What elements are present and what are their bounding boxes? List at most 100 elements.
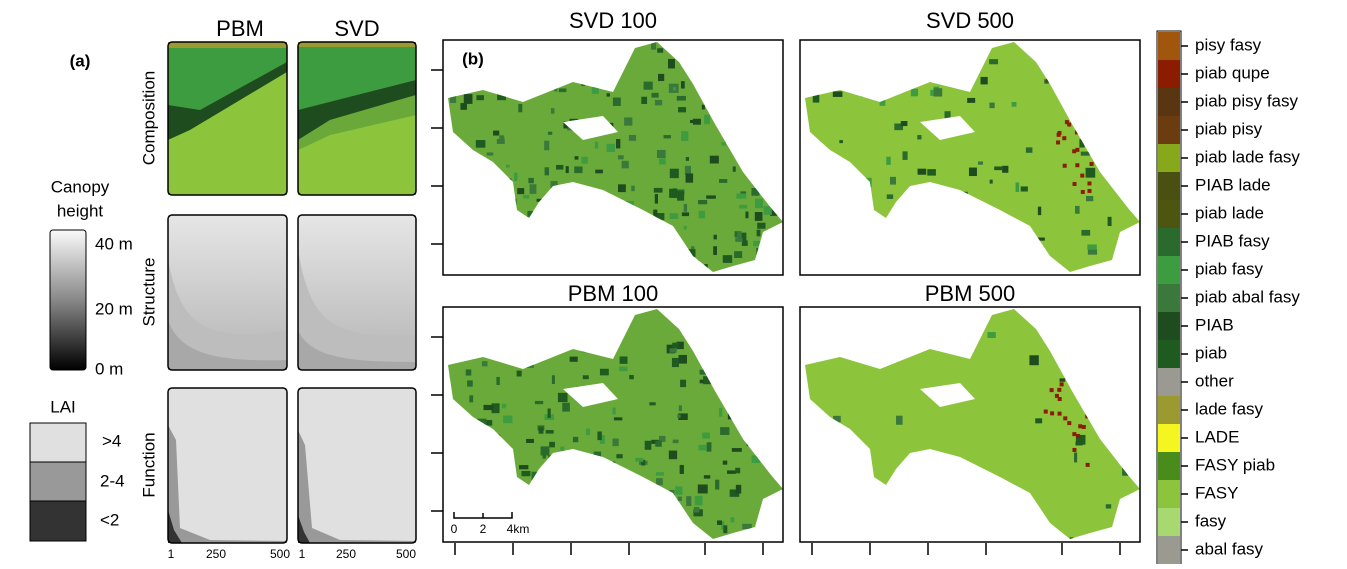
map-patch	[837, 431, 844, 438]
map-patch	[982, 248, 987, 254]
map-patch	[676, 95, 686, 101]
map-patch	[476, 95, 484, 101]
map-patch	[1038, 269, 1048, 272]
map-patch	[449, 438, 458, 444]
map-patch	[754, 309, 765, 314]
map-patch	[765, 264, 769, 268]
map-patch	[621, 160, 629, 169]
map-patch	[967, 97, 976, 103]
map-patch	[697, 60, 703, 67]
map-patch	[676, 341, 684, 350]
map-patch	[731, 448, 742, 452]
map-patch	[581, 156, 588, 164]
map-patch	[1069, 537, 1074, 539]
map-patch	[493, 130, 500, 136]
map-patch	[1081, 229, 1091, 236]
map-patch	[933, 235, 938, 242]
map-patch	[677, 414, 681, 418]
map-patch	[763, 206, 772, 215]
structure-panels	[167, 214, 417, 371]
map-patch	[599, 435, 605, 444]
map-patch	[1074, 452, 1078, 463]
map-patch	[591, 86, 599, 94]
composition-pbm	[167, 41, 288, 196]
map-patch	[894, 123, 904, 131]
map-patch	[1078, 95, 1083, 100]
map-patch	[651, 92, 659, 98]
map-patch	[893, 505, 902, 510]
map-patch	[515, 324, 522, 329]
map-patch	[917, 496, 924, 505]
map-patch	[1081, 123, 1085, 129]
map-patch	[547, 408, 551, 419]
map-patch	[1072, 181, 1077, 186]
map-patch	[448, 449, 451, 460]
map-patch	[612, 97, 621, 106]
map-patch	[657, 48, 664, 53]
map-patch	[669, 489, 675, 497]
map-patch	[591, 70, 600, 74]
map-patch	[973, 231, 978, 241]
map-patch	[569, 73, 579, 78]
map-patch	[526, 438, 534, 443]
map-title: SVD 500	[926, 8, 1014, 33]
map-patch	[658, 73, 665, 82]
map-patch	[1105, 504, 1112, 509]
map-patch	[1059, 382, 1064, 387]
map-patch	[988, 475, 995, 483]
map-patch	[1079, 139, 1085, 148]
map-patch	[668, 450, 678, 460]
legend-label: pisy fasy	[1195, 35, 1262, 54]
map-patch	[496, 376, 500, 385]
map-patch	[617, 184, 626, 193]
map-patch	[699, 379, 704, 384]
map-patch	[531, 471, 538, 481]
map-patch	[610, 485, 619, 492]
map-patch	[1072, 107, 1077, 112]
map-patch	[565, 193, 571, 199]
map-patch	[1072, 354, 1077, 359]
map-patch	[1090, 75, 1101, 82]
map-patch	[694, 495, 703, 506]
colorbar-label: 0 m	[95, 359, 123, 378]
map-patch	[1068, 78, 1073, 83]
map-patch	[540, 446, 550, 456]
map-patch	[690, 246, 695, 252]
map-patch	[1118, 399, 1123, 404]
map-patch	[677, 496, 682, 501]
map-patch	[722, 255, 733, 263]
map-patch	[930, 89, 934, 96]
map-patch	[1075, 272, 1082, 279]
panel-label: (b)	[462, 49, 484, 68]
map-patch	[586, 428, 590, 436]
map-patch	[735, 484, 742, 494]
map-patch	[693, 506, 700, 513]
map-patch	[693, 264, 703, 269]
map-patch	[715, 479, 720, 490]
map-patch	[534, 49, 544, 56]
map-patch	[1057, 397, 1062, 402]
map-patch	[587, 506, 595, 516]
map-patch	[460, 202, 467, 211]
map-patch	[994, 166, 1003, 171]
map-patch	[517, 188, 525, 195]
legend-label: FASY	[1195, 483, 1238, 502]
map-patch	[487, 201, 497, 205]
map-patch	[655, 213, 665, 221]
map-patch	[831, 503, 838, 514]
map-patch	[1075, 102, 1080, 107]
map-patch	[1075, 434, 1086, 445]
map-patch	[613, 309, 622, 313]
legend-label: PIAB fasy	[1195, 231, 1270, 250]
map-patch	[1076, 379, 1081, 384]
map-patch	[599, 368, 609, 376]
map-land	[805, 42, 1140, 272]
map-hole	[920, 383, 975, 407]
map-patch	[506, 178, 512, 188]
map-patch	[581, 76, 585, 87]
map-patch	[1072, 447, 1077, 452]
map-patch	[717, 520, 722, 525]
map-patch	[672, 188, 677, 198]
legend-swatch	[1158, 424, 1180, 452]
map-patch	[1080, 173, 1085, 178]
